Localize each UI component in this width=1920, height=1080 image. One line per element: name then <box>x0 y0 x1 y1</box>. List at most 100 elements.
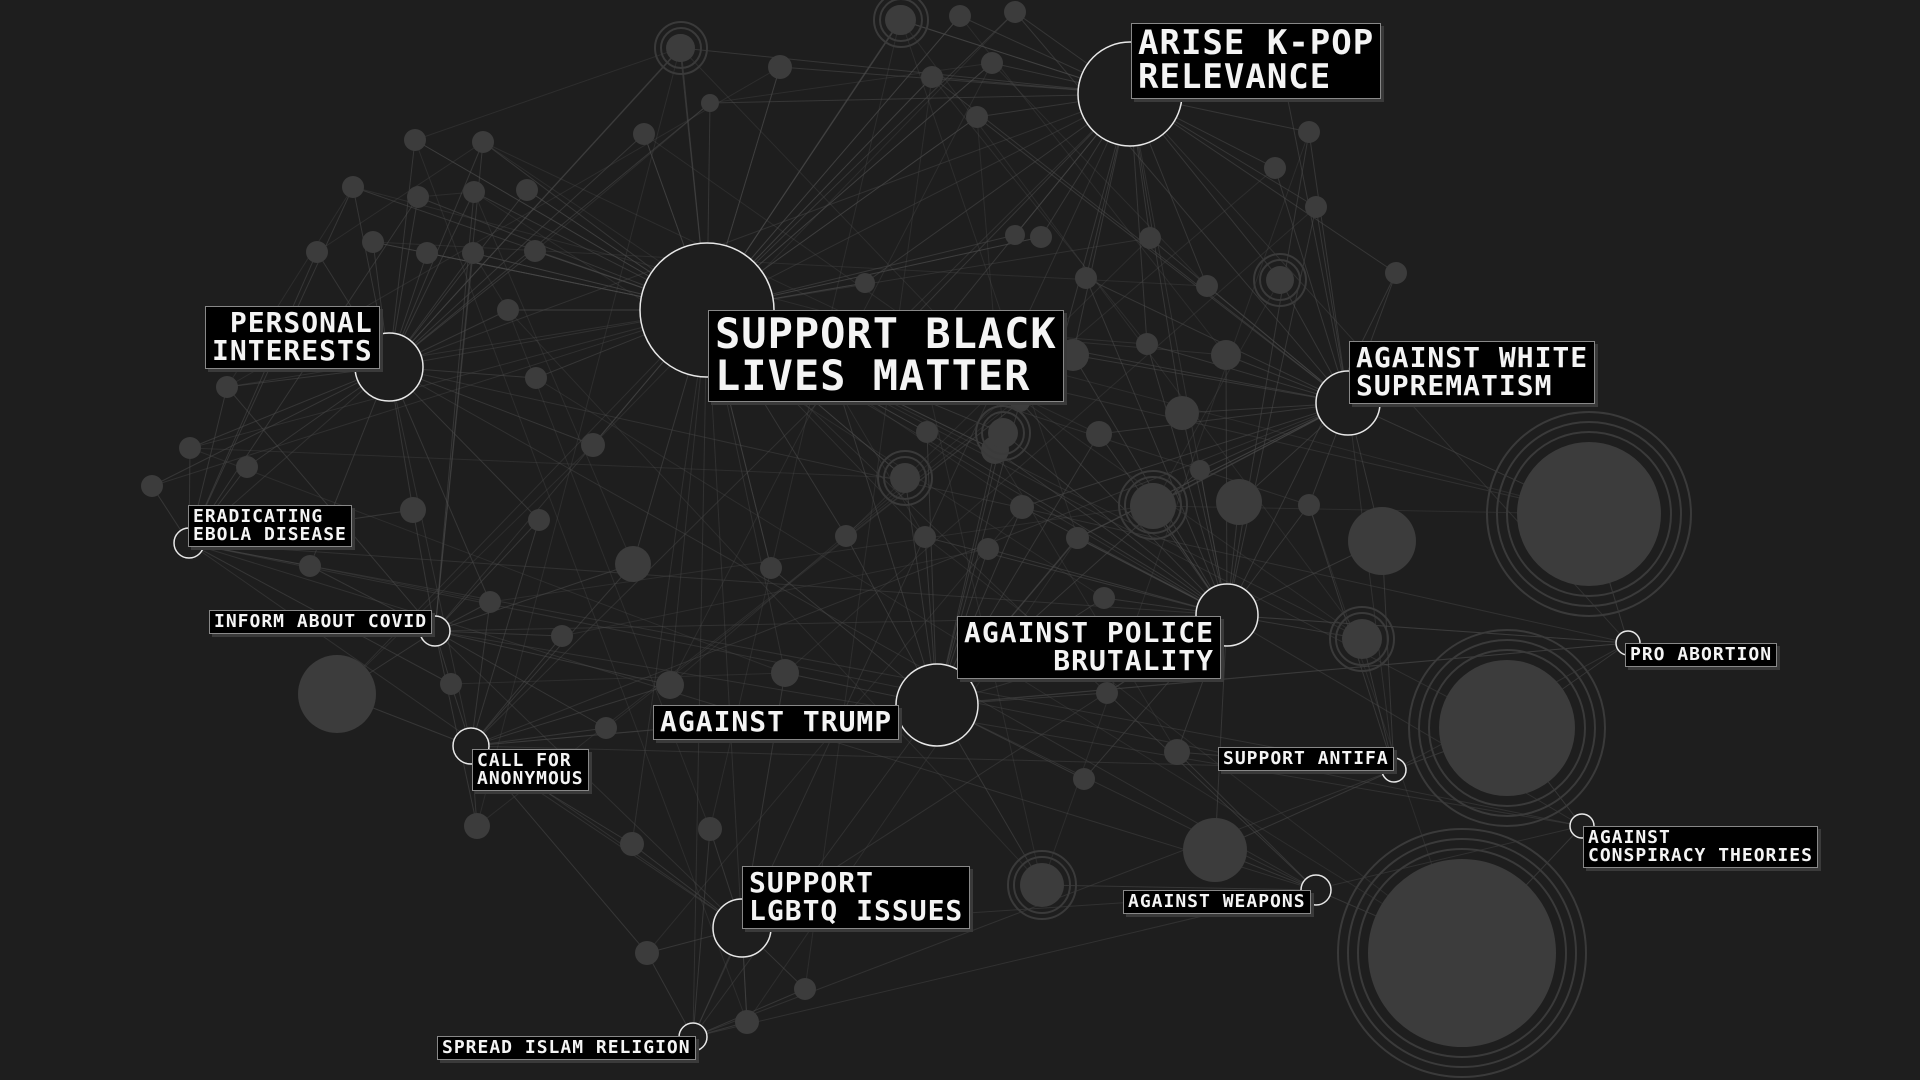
graph-node <box>735 1010 759 1034</box>
graph-node <box>1136 333 1158 355</box>
node-layer <box>141 0 1692 1078</box>
graph-edge <box>434 630 671 686</box>
node-ring <box>660 27 702 69</box>
node-ring <box>654 21 708 75</box>
graph-edge <box>1176 751 1317 891</box>
node-ring <box>1506 431 1672 597</box>
graph-edge <box>434 630 1583 827</box>
graph-edge <box>188 542 1395 771</box>
node-ring <box>1496 421 1682 607</box>
graph-edge <box>1041 884 1317 891</box>
graph-edge <box>1129 93 1228 616</box>
node-ring <box>1418 639 1596 817</box>
label-pro-abortion[interactable]: PRO ABORTION <box>1625 643 1778 667</box>
graph-node <box>516 179 538 201</box>
graph-edge <box>470 601 491 747</box>
graph-edge <box>388 102 711 368</box>
graph-node <box>595 717 617 739</box>
graph-edge <box>189 309 708 449</box>
label-personal-interests[interactable]: PERSONAL INTERESTS <box>205 306 380 369</box>
graph-edge <box>669 167 1276 686</box>
label-support-black-lives-matter[interactable]: SUPPORT BLACK LIVES MATTER <box>708 310 1064 402</box>
graph-node <box>914 526 936 548</box>
graph-edge <box>1315 206 1349 404</box>
graph-edge <box>470 563 634 747</box>
graph-edge <box>388 366 1317 891</box>
graph-edge <box>188 251 318 544</box>
graph-edge <box>926 431 1228 616</box>
graph-node <box>768 55 792 79</box>
graph-node <box>981 52 1003 74</box>
graph-edge <box>706 93 1131 311</box>
label-support-lgbtq-issues[interactable]: SUPPORT LGBTQ ISSUES <box>742 866 971 929</box>
graph-edge <box>779 66 1131 95</box>
label-inform-about-covid[interactable]: INFORM ABOUT COVID <box>209 610 433 634</box>
graph-edge <box>1146 343 1228 616</box>
label-call-for-anonymous[interactable]: CALL FOR ANONYMOUS <box>472 749 589 791</box>
graph-edge <box>188 196 419 544</box>
graph-edge <box>388 93 1131 368</box>
label-against-conspiracy-theories[interactable]: AGAINST CONSPIRACY THEORIES <box>1583 826 1818 868</box>
graph-edge <box>507 309 1043 886</box>
graph-edge <box>1181 412 1228 616</box>
graph-edge <box>189 447 786 674</box>
graph-edge <box>473 191 634 565</box>
graph-node <box>635 941 659 965</box>
graph-node <box>794 978 816 1000</box>
graph-edge <box>372 241 1208 287</box>
graph-edge <box>1214 614 1228 851</box>
graph-node <box>656 671 684 699</box>
node-ring <box>883 456 927 500</box>
graph-node <box>760 557 782 579</box>
graph-edge <box>1226 206 1317 616</box>
node-ring <box>1408 629 1606 827</box>
graph-node <box>1348 507 1416 575</box>
graph-edge <box>746 537 1079 1023</box>
graph-edge <box>388 133 645 368</box>
graph-edge <box>692 828 711 1038</box>
label-spread-islam-religion[interactable]: SPREAD ISLAM RELIGION <box>437 1036 696 1060</box>
graph-edge <box>470 93 1131 747</box>
graph-edge <box>388 366 594 446</box>
graph-edge <box>1002 432 1228 616</box>
node-ring <box>877 450 933 506</box>
graph-edge <box>936 432 1004 706</box>
node-ring <box>1259 259 1301 301</box>
node-ring <box>975 405 1031 461</box>
graph-edge <box>489 504 1154 603</box>
node-ring <box>1124 476 1182 534</box>
graph-node-ringed <box>1266 266 1294 294</box>
graph-edge <box>188 542 1583 827</box>
graph-node <box>581 433 605 457</box>
graph-node <box>771 659 799 687</box>
graph-edge <box>434 309 708 632</box>
graph-node-ringed <box>667 34 695 62</box>
graph-node-ringed <box>1020 863 1064 907</box>
label-against-weapons[interactable]: AGAINST WEAPONS <box>1123 890 1311 914</box>
node-ring <box>1486 411 1692 617</box>
label-against-police-brutality[interactable]: AGAINST POLICE BRUTALITY <box>957 616 1222 679</box>
node-ring <box>1428 649 1586 807</box>
node-ring <box>1335 612 1389 666</box>
label-against-trump[interactable]: AGAINST TRUMP <box>653 705 900 740</box>
graph-node <box>1030 226 1052 248</box>
graph-edge <box>1072 354 1349 404</box>
graph-edge <box>226 309 708 388</box>
graph-edge <box>692 825 1583 1038</box>
graph-edge <box>1129 93 1397 274</box>
graph-edge <box>631 309 708 845</box>
label-support-antifa[interactable]: SUPPORT ANTIFA <box>1218 747 1394 771</box>
graph-node <box>1305 196 1327 218</box>
graph-node <box>1298 121 1320 143</box>
graph-edge <box>709 19 901 830</box>
graph-edge <box>472 252 509 311</box>
graph-edge <box>1146 343 1349 404</box>
graph-node <box>1010 495 1034 519</box>
graph-node <box>1211 340 1241 370</box>
label-eradicating-ebola-disease[interactable]: ERADICATING EBOLA DISEASE <box>188 505 352 547</box>
graph-node <box>1264 157 1286 179</box>
graph-edge <box>706 11 1016 311</box>
label-arise-kpop-relevance[interactable]: ARISE K-POP RELEVANCE <box>1131 23 1382 99</box>
label-against-white-supremacism[interactable]: AGAINST WHITE SUPREMATISM <box>1349 341 1596 404</box>
